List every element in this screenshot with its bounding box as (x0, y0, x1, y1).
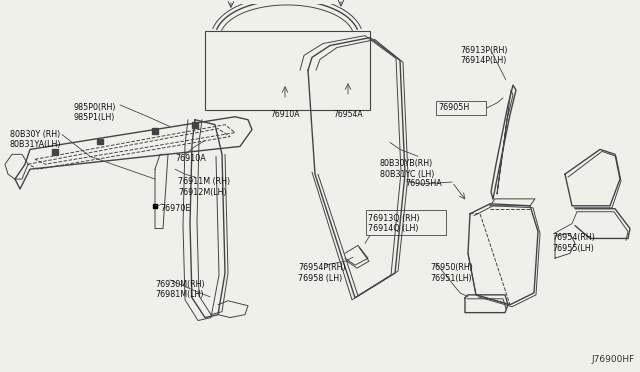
Text: 76910A: 76910A (175, 154, 205, 163)
Text: 76913P(RH)
76914P(LH): 76913P(RH) 76914P(LH) (460, 45, 508, 65)
Text: 76905H: 76905H (438, 103, 469, 112)
Bar (97, 138, 103, 144)
Text: 76913Q (RH)
76914Q (LH): 76913Q (RH) 76914Q (LH) (368, 214, 420, 233)
Text: 76954P(RH)
76958 (LH): 76954P(RH) 76958 (LH) (298, 263, 346, 283)
Bar (436, 101, 486, 115)
Text: 76911M (RH)
76912M(LH): 76911M (RH) 76912M(LH) (178, 177, 230, 196)
Text: 76970E: 76970E (160, 204, 190, 213)
Text: 80B30Y (RH)
80B31YA(LH): 80B30Y (RH) 80B31YA(LH) (10, 129, 61, 149)
Bar (192, 122, 198, 128)
Text: J76900HF: J76900HF (592, 355, 635, 364)
Text: 76954(RH)
76955(LH): 76954(RH) 76955(LH) (552, 234, 595, 253)
Text: 76930M(RH)
76981M(LH): 76930M(RH) 76981M(LH) (155, 280, 205, 299)
Text: 985P0(RH)
985P1(LH): 985P0(RH) 985P1(LH) (73, 103, 115, 122)
Bar (205, 31, 370, 110)
Text: 80B30YB(RH)
80B31YC (LH): 80B30YB(RH) 80B31YC (LH) (380, 159, 435, 179)
Bar (366, 210, 446, 235)
Bar (152, 128, 158, 134)
Text: 76905HA: 76905HA (405, 179, 442, 188)
Text: 76954A: 76954A (333, 110, 363, 119)
Bar (52, 150, 58, 155)
Text: 76910A: 76910A (270, 110, 300, 119)
Text: 76950(RH)
76951(LH): 76950(RH) 76951(LH) (430, 263, 473, 283)
